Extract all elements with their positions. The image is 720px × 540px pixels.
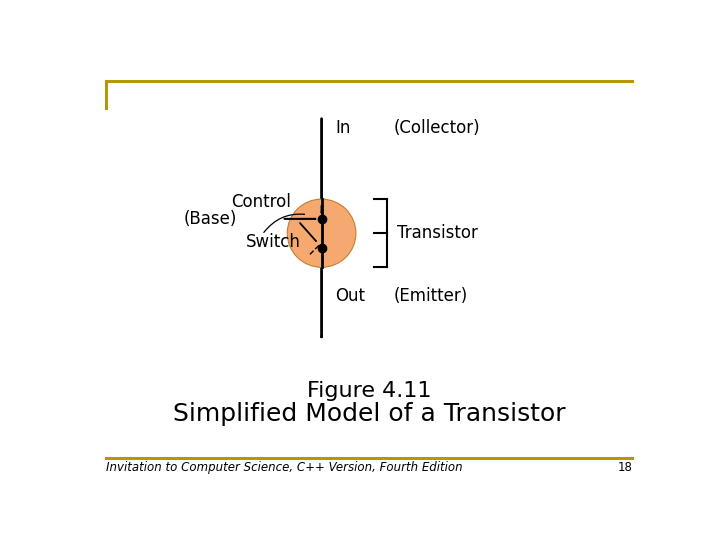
Text: Out: Out [336,287,366,306]
Text: Invitation to Computer Science, C++ Version, Fourth Edition: Invitation to Computer Science, C++ Vers… [106,461,462,474]
Text: (Emitter): (Emitter) [394,287,468,306]
Text: (Base): (Base) [184,210,238,228]
Text: Switch: Switch [246,233,300,251]
Text: Simplified Model of a Transistor: Simplified Model of a Transistor [173,402,565,426]
Text: 18: 18 [618,461,632,474]
Text: In: In [336,119,351,137]
Text: Control: Control [231,193,292,211]
Text: (Collector): (Collector) [394,119,481,137]
Text: Transistor: Transistor [397,224,477,242]
Text: Figure 4.11: Figure 4.11 [307,381,431,401]
Ellipse shape [287,199,356,267]
